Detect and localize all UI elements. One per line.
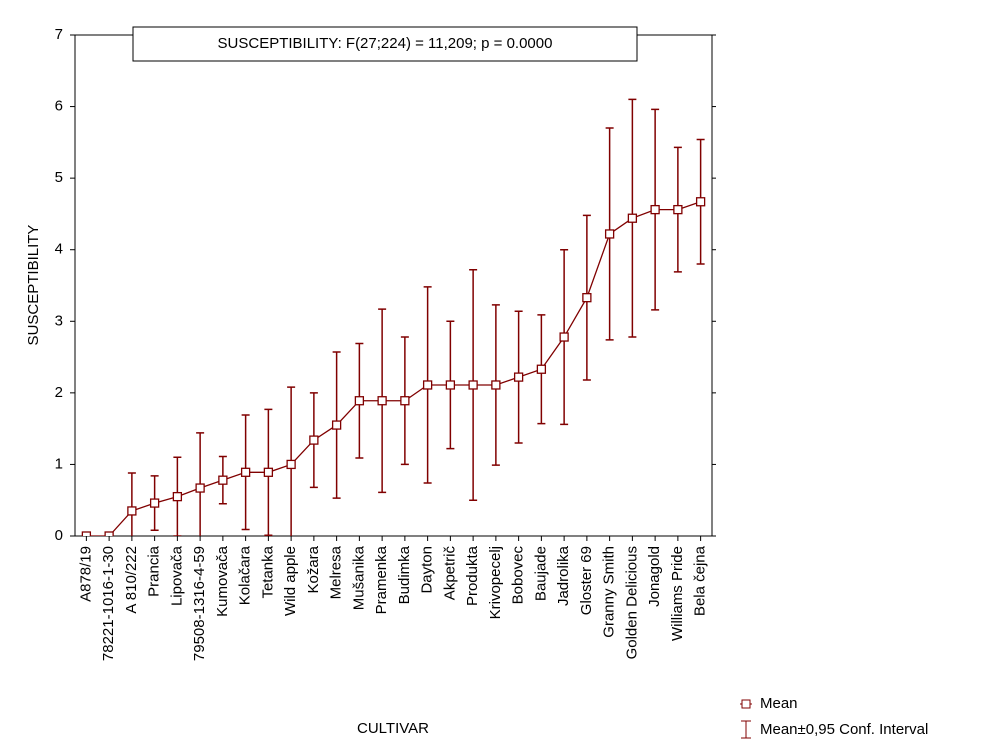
x-tick-label: Prancia xyxy=(146,545,163,597)
x-tick-label: Baujade xyxy=(532,546,549,601)
y-tick-label: 4 xyxy=(55,241,63,258)
mean-marker xyxy=(263,467,274,477)
mean-marker xyxy=(127,506,137,516)
x-tick-label: Pramenka xyxy=(373,545,390,614)
mean-marker xyxy=(468,380,478,390)
mean-marker xyxy=(240,467,251,477)
x-tick-label: Mušanika xyxy=(350,545,367,610)
x-tick-label: Krivopecelj xyxy=(487,546,504,619)
legend-marker xyxy=(741,699,751,709)
x-tick-label: 79508-1316-4-59 xyxy=(191,546,208,661)
y-tick-label: 3 xyxy=(55,312,63,329)
x-tick-label: Budimka xyxy=(396,545,413,604)
mean-marker xyxy=(377,396,387,406)
chart-title: SUSCEPTIBILITY: F(27;224) = 11,209; p = … xyxy=(218,35,553,52)
x-tick-label: Akpetrič xyxy=(441,546,458,601)
title-box xyxy=(132,26,638,62)
legend-label: Mean xyxy=(760,695,798,712)
mean-marker xyxy=(172,491,183,502)
x-tick-label: Kumovača xyxy=(214,545,231,617)
x-tick-label: Wild apple xyxy=(282,546,299,616)
mean-marker xyxy=(673,204,683,215)
mean-marker xyxy=(695,197,706,207)
y-tick-label: 6 xyxy=(55,98,63,115)
mean-marker xyxy=(218,475,228,485)
legend-label: Mean±0,95 Conf. Interval xyxy=(760,721,928,738)
x-axis-label: CULTIVAR xyxy=(357,720,429,737)
x-tick-label: Melresa xyxy=(328,545,345,599)
mean-marker xyxy=(536,364,547,374)
x-tick-label: Kožara xyxy=(305,545,322,593)
mean-marker xyxy=(559,332,569,342)
x-tick-label: Dayton xyxy=(419,546,436,594)
mean-marker xyxy=(309,435,319,445)
mean-marker xyxy=(400,396,410,406)
legend-errorbar xyxy=(741,720,751,739)
x-tick-label: Gloster 69 xyxy=(578,546,595,615)
y-tick-label: 1 xyxy=(55,455,63,472)
x-tick-label: Bobovec xyxy=(510,546,527,605)
x-tick-label: Golden Delicious xyxy=(623,546,640,659)
mean-marker xyxy=(604,229,615,239)
plot-frame xyxy=(74,34,713,537)
mean-marker xyxy=(195,483,205,493)
mean-line xyxy=(86,201,701,536)
x-tick-label: Lipovača xyxy=(168,545,185,606)
mean-marker xyxy=(286,459,296,470)
mean-marker xyxy=(513,372,524,382)
x-tick-label: Kolačara xyxy=(237,545,254,605)
x-tick-label: Jonagold xyxy=(646,546,663,607)
mean-marker xyxy=(354,396,365,406)
x-tick-label: A878/19 xyxy=(77,546,94,602)
mean-marker xyxy=(491,380,501,390)
y-axis-label: SUSCEPTIBILITY xyxy=(25,225,42,346)
mean-marker xyxy=(650,204,660,215)
x-tick-label: Bela čejna xyxy=(692,545,709,616)
x-tick-label: Jadrolika xyxy=(555,545,572,606)
mean-marker xyxy=(582,293,592,303)
x-tick-label: A 810/222 xyxy=(123,546,140,614)
x-tick-label: Tetanka xyxy=(259,545,276,598)
x-tick-label: 78221-1016-1-30 xyxy=(100,546,117,661)
x-tick-label: Granny Smith xyxy=(601,546,618,638)
y-tick-label: 2 xyxy=(55,384,63,401)
mean-marker xyxy=(104,531,114,536)
plot-content xyxy=(81,98,706,536)
mean-marker xyxy=(627,213,638,223)
mean-marker xyxy=(445,380,456,390)
mean-marker xyxy=(81,531,92,536)
y-tick-label: 5 xyxy=(55,169,63,186)
x-tick-label: Williams Pride xyxy=(669,546,686,641)
x-tick-label: Produkta xyxy=(464,545,481,606)
mean-marker xyxy=(149,498,160,508)
mean-marker xyxy=(422,380,433,390)
y-tick-label: 0 xyxy=(55,527,63,544)
y-tick-label: 7 xyxy=(55,26,63,43)
mean-marker xyxy=(331,420,342,430)
